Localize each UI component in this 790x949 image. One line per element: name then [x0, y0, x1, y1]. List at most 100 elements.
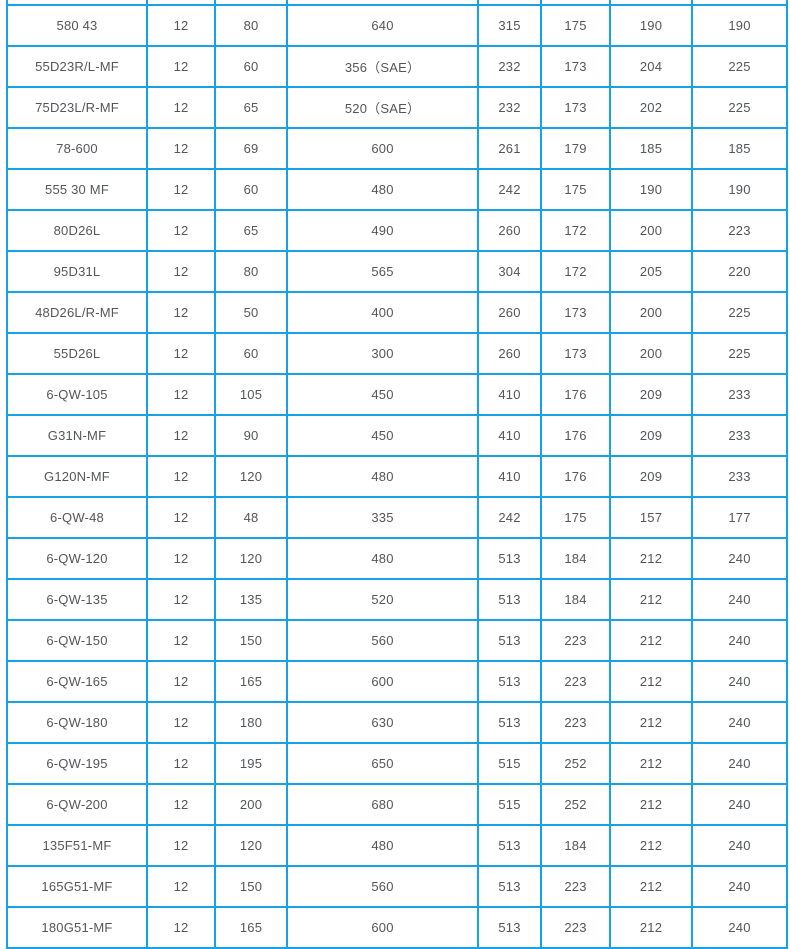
model-cell: 48D26L/R-MF — [6, 291, 148, 334]
model-cell: 555 30 MF — [6, 168, 148, 211]
model-cell: 580 43 — [6, 4, 148, 47]
value-cell: 12 — [146, 906, 216, 949]
value-cell: 240 — [691, 906, 788, 949]
value-cell: 242 — [477, 496, 542, 539]
model-cell: 75D23L/R-MF — [6, 86, 148, 129]
value-cell: 212 — [609, 537, 693, 580]
value-cell: 12 — [146, 127, 216, 170]
value-cell: 260 — [477, 332, 542, 375]
value-cell: 680 — [286, 783, 479, 826]
cutoff-cell — [286, 0, 479, 6]
value-cell: 150 — [214, 865, 288, 908]
model-cell: 95D31L — [6, 250, 148, 293]
model-cell: 6-QW-105 — [6, 373, 148, 416]
model-cell: 78-600 — [6, 127, 148, 170]
cutoff-row-top — [6, 0, 788, 6]
value-cell: 240 — [691, 824, 788, 867]
value-cell: 480 — [286, 168, 479, 211]
value-cell: 300 — [286, 332, 479, 375]
value-cell: 240 — [691, 660, 788, 703]
value-cell: 225 — [691, 291, 788, 334]
value-cell: 600 — [286, 127, 479, 170]
value-cell: 12 — [146, 865, 216, 908]
value-cell: 513 — [477, 701, 542, 744]
value-cell: 190 — [691, 4, 788, 47]
value-cell: 12 — [146, 783, 216, 826]
value-cell: 200 — [214, 783, 288, 826]
value-cell: 232 — [477, 45, 542, 88]
value-cell: 105 — [214, 373, 288, 416]
value-cell: 120 — [214, 824, 288, 867]
table-body: 580 43 12 80 640 315 175 190 190 55D23R/L-MF 12 60… — [6, 0, 788, 949]
value-cell: 12 — [146, 209, 216, 252]
table-row: 95D31L 12 80 565 304 172 205 220 — [6, 250, 788, 293]
value-cell: 176 — [540, 373, 611, 416]
value-cell: 209 — [609, 414, 693, 457]
value-cell: 12 — [146, 742, 216, 785]
cutoff-cell — [146, 0, 216, 6]
model-cell: 6-QW-200 — [6, 783, 148, 826]
table-row: 6-QW-105 12 105 450 410 176 209 233 — [6, 373, 788, 416]
value-cell: 240 — [691, 701, 788, 744]
value-cell: 513 — [477, 578, 542, 621]
value-cell: 190 — [609, 168, 693, 211]
value-cell: 173 — [540, 45, 611, 88]
table-row: 6-QW-120 12 120 480 513 184 212 240 — [6, 537, 788, 580]
value-cell: 650 — [286, 742, 479, 785]
value-cell: 184 — [540, 824, 611, 867]
value-cell: 560 — [286, 865, 479, 908]
value-cell: 480 — [286, 537, 479, 580]
table-row: 180G51-MF 12 165 600 513 223 212 240 — [6, 906, 788, 949]
model-cell: 6-QW-195 — [6, 742, 148, 785]
value-cell: 60 — [214, 168, 288, 211]
value-cell: 560 — [286, 619, 479, 662]
value-cell: 190 — [691, 168, 788, 211]
table-row: 6-QW-150 12 150 560 513 223 212 240 — [6, 619, 788, 662]
value-cell: 212 — [609, 906, 693, 949]
value-cell: 480 — [286, 824, 479, 867]
value-cell: 185 — [609, 127, 693, 170]
value-cell: 630 — [286, 701, 479, 744]
value-cell: 176 — [540, 455, 611, 498]
cutoff-cell — [214, 0, 288, 6]
value-cell: 260 — [477, 291, 542, 334]
value-cell: 513 — [477, 906, 542, 949]
table-row: 6-QW-195 12 195 650 515 252 212 240 — [6, 742, 788, 785]
value-cell: 90 — [214, 414, 288, 457]
value-cell: 12 — [146, 824, 216, 867]
value-cell: 12 — [146, 455, 216, 498]
value-cell: 212 — [609, 619, 693, 662]
value-cell: 179 — [540, 127, 611, 170]
spec-table: 580 43 12 80 640 315 175 190 190 55D23R/L-MF 12 60… — [6, 0, 788, 949]
value-cell: 165 — [214, 906, 288, 949]
value-cell: 242 — [477, 168, 542, 211]
value-cell: 212 — [609, 865, 693, 908]
model-cell: 6-QW-180 — [6, 701, 148, 744]
value-cell: 252 — [540, 742, 611, 785]
value-cell: 205 — [609, 250, 693, 293]
value-cell: 225 — [691, 332, 788, 375]
model-cell: 6-QW-120 — [6, 537, 148, 580]
value-cell: 232 — [477, 86, 542, 129]
value-cell: 185 — [691, 127, 788, 170]
value-cell: 260 — [477, 209, 542, 252]
value-cell: 304 — [477, 250, 542, 293]
value-cell: 513 — [477, 660, 542, 703]
value-cell: 209 — [609, 455, 693, 498]
model-cell: 180G51-MF — [6, 906, 148, 949]
value-cell: 176 — [540, 414, 611, 457]
value-cell: 195 — [214, 742, 288, 785]
value-cell: 12 — [146, 4, 216, 47]
value-cell: 65 — [214, 209, 288, 252]
value-cell: 490 — [286, 209, 479, 252]
value-cell: 240 — [691, 865, 788, 908]
value-cell: 165 — [214, 660, 288, 703]
value-cell: 410 — [477, 373, 542, 416]
model-cell: 55D23R/L-MF — [6, 45, 148, 88]
table-row: G120N-MF 12 120 480 410 176 209 233 — [6, 455, 788, 498]
value-cell: 12 — [146, 250, 216, 293]
value-cell: 80 — [214, 4, 288, 47]
value-cell: 252 — [540, 783, 611, 826]
value-cell: 12 — [146, 496, 216, 539]
